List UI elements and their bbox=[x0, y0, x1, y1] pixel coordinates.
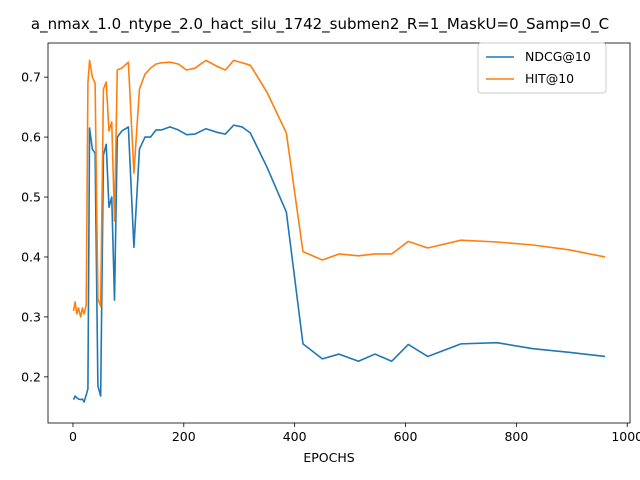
plot-lines bbox=[72, 59, 606, 403]
legend: NDCG@10 HIT@10 bbox=[477, 42, 607, 94]
x-tick-label: 200 bbox=[172, 429, 196, 444]
x-tick-label: 800 bbox=[504, 429, 528, 444]
x-axis-label: EPOCHS bbox=[303, 450, 354, 465]
y-axis: 0.2 0.3 0.4 0.5 0.6 0.7 bbox=[21, 70, 48, 384]
legend-box bbox=[477, 42, 607, 94]
y-tick-label: 0.5 bbox=[21, 190, 41, 205]
y-tick-label: 0.7 bbox=[21, 70, 41, 85]
legend-label-hit: HIT@10 bbox=[525, 71, 574, 86]
y-tick-label: 0.3 bbox=[21, 309, 41, 324]
y-tick-label: 0.2 bbox=[21, 369, 41, 384]
series-line-1 bbox=[72, 59, 606, 318]
y-tick-label: 0.6 bbox=[21, 130, 41, 145]
x-tick-label: 1000 bbox=[611, 429, 640, 444]
legend-label-ndcg: NDCG@10 bbox=[525, 49, 591, 64]
plot-frame bbox=[47, 42, 631, 424]
series-line-0 bbox=[72, 124, 606, 403]
chart-title: a_nmax_1.0_ntype_2.0_hact_silu_1742_subm… bbox=[31, 15, 609, 34]
x-tick-label: 400 bbox=[283, 429, 307, 444]
y-tick-label: 0.4 bbox=[21, 249, 41, 264]
x-tick-label: 600 bbox=[394, 429, 418, 444]
x-axis: 0 200 400 600 800 1000 bbox=[69, 423, 640, 444]
x-tick-label: 0 bbox=[69, 429, 77, 444]
